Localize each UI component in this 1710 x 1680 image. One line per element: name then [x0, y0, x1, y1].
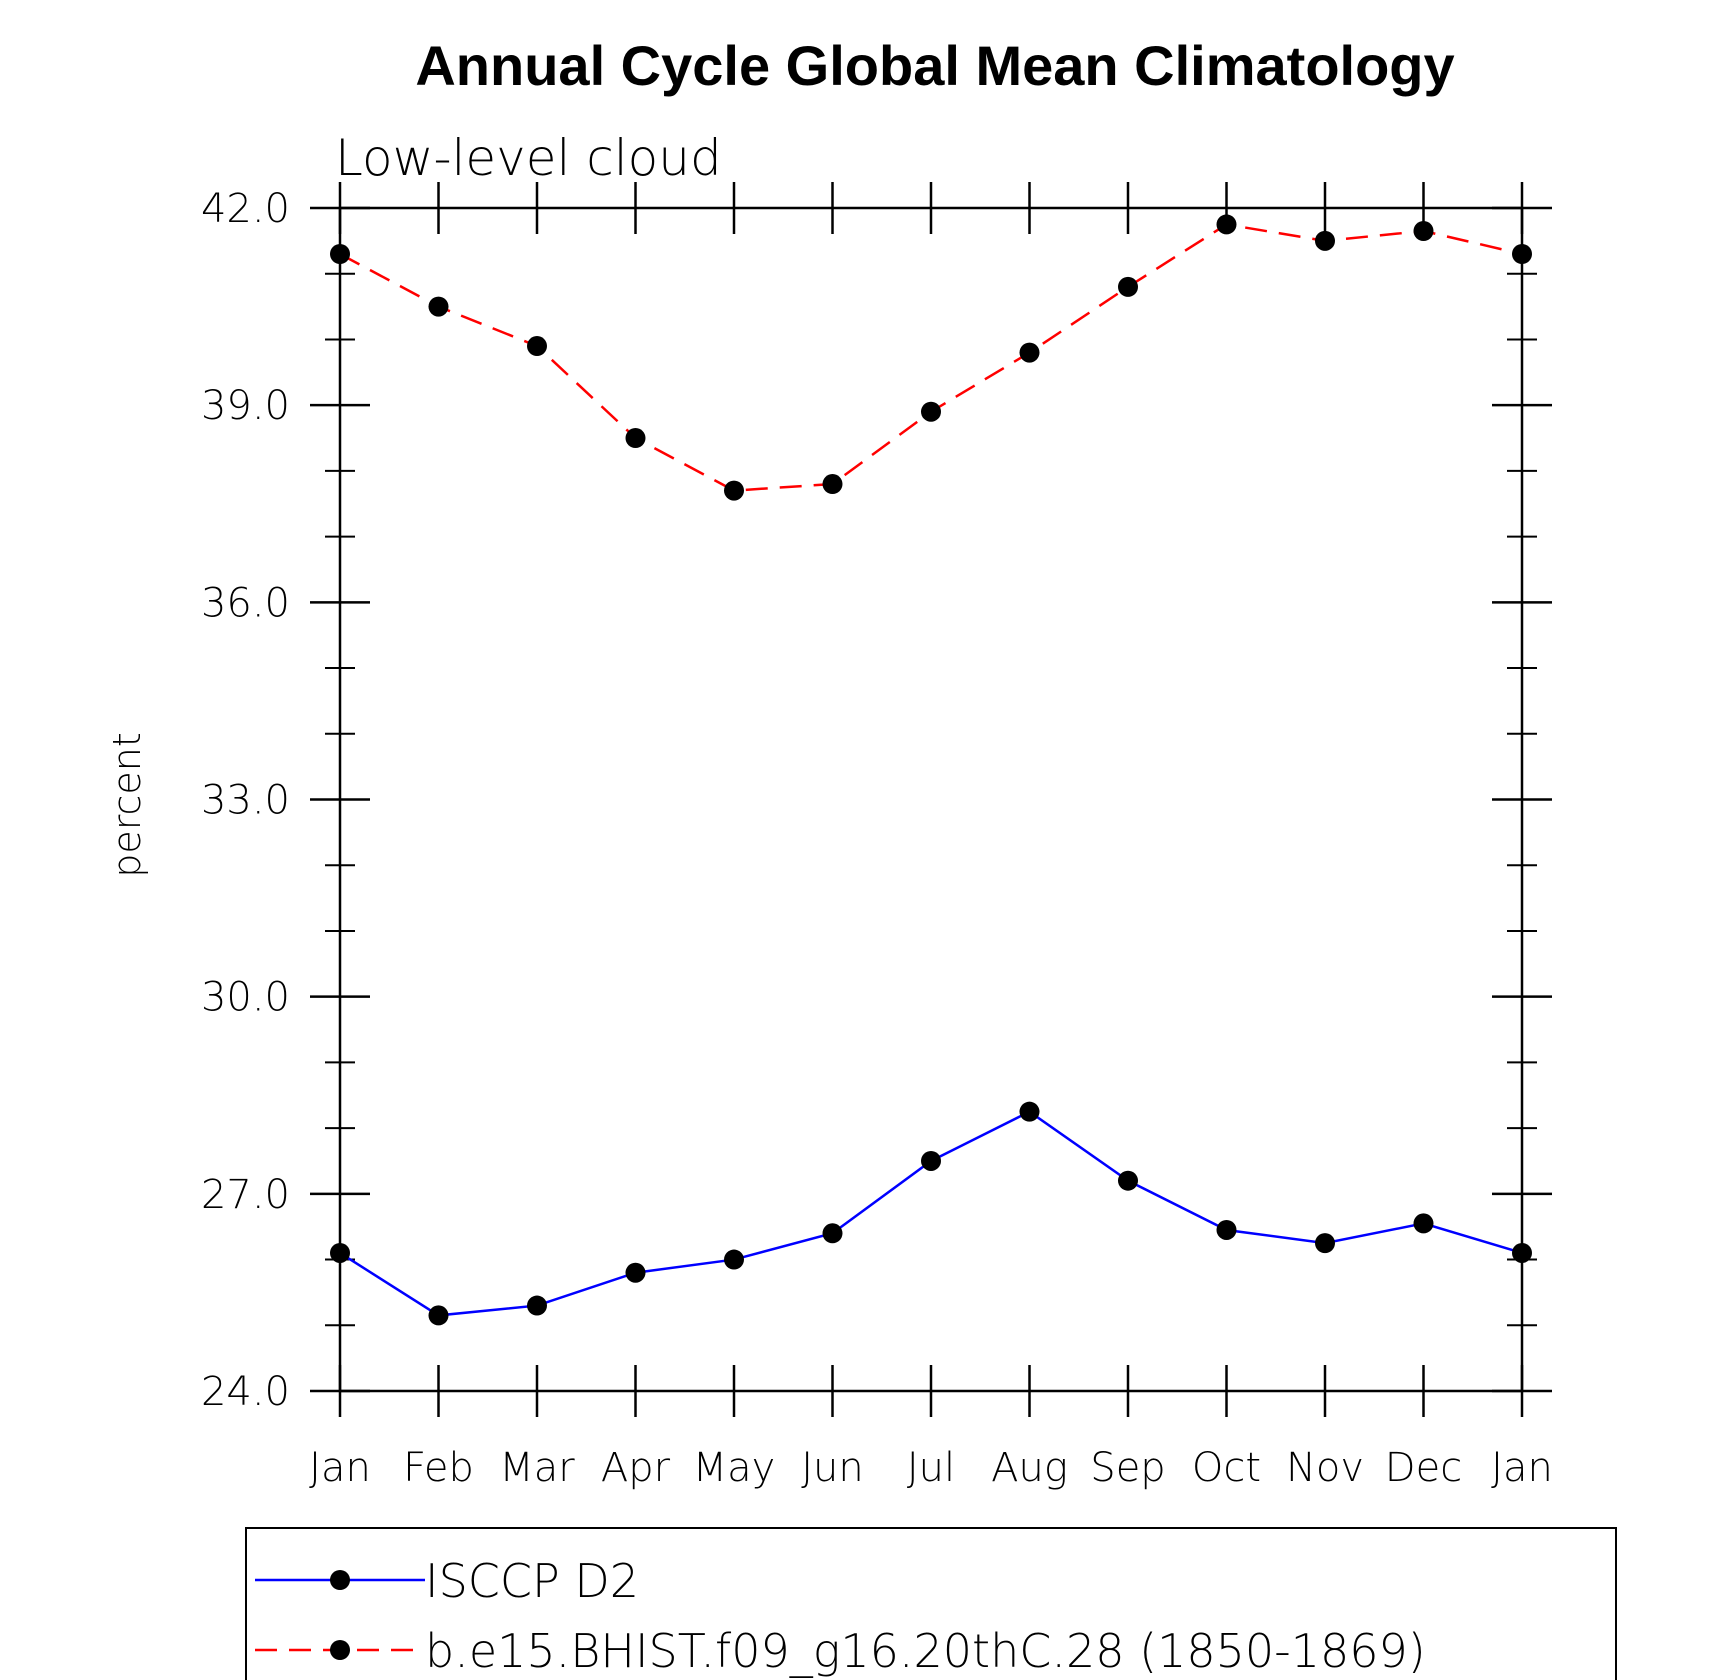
series-1-point: [921, 401, 941, 422]
series-1-point: [527, 336, 547, 357]
x-tick-label: May: [693, 1445, 776, 1491]
x-tick-label: Jul: [907, 1445, 955, 1491]
series-0-point: [1216, 1219, 1237, 1240]
series-0-point: [1315, 1233, 1335, 1254]
series-1-point: [330, 244, 350, 265]
series-0-point: [330, 1242, 350, 1263]
x-tick-label: Jan: [309, 1445, 371, 1491]
y-axis-label: percent: [105, 732, 149, 878]
series-0-point: [1413, 1213, 1434, 1234]
legend-label-0: ISCCP D2: [425, 1554, 639, 1608]
chart-title: Annual Cycle Global Mean Climatology: [415, 34, 1454, 97]
series-1-point: [1019, 342, 1040, 363]
x-tick-label: Sep: [1090, 1445, 1165, 1491]
legend-marker-0: [330, 1570, 350, 1590]
y-tick-label: 42.0: [201, 186, 290, 232]
series-0-point: [724, 1249, 744, 1270]
y-tick-label: 30.0: [201, 975, 290, 1021]
series-1-point: [1413, 221, 1434, 242]
x-tick-label: Oct: [1192, 1445, 1261, 1491]
y-tick-label: 27.0: [201, 1172, 290, 1218]
legend-marker-1: [330, 1640, 350, 1660]
x-tick-label: Mar: [499, 1445, 575, 1491]
series-1-point: [1315, 230, 1335, 251]
series-0-point: [1019, 1101, 1040, 1122]
x-tick-label: Jun: [801, 1445, 864, 1491]
series-0-point: [1118, 1170, 1138, 1191]
tick-labels: Jan Feb Mar Apr May Jun Jul Aug Sep Oct Nov Dec Jan 2…: [201, 186, 1553, 1491]
x-tick-label: Jan: [1491, 1445, 1553, 1491]
legend-label-1: b.e15.BHIST.f09_g16.20thC.28 (1850-1869): [425, 1624, 1426, 1678]
legend-box: [245, 1527, 1617, 1680]
chart-subtitle: Low-level cloud: [335, 129, 722, 187]
plot-frame: [338, 206, 1524, 1393]
series-0-point: [822, 1223, 843, 1244]
series-0-point: [1512, 1242, 1532, 1263]
legend: ISCCP D2 b.e15.BHIST.f09_g16.20thC.28 (18…: [245, 1527, 1617, 1680]
x-tick-label: Apr: [601, 1445, 671, 1491]
x-tick-label: Aug: [991, 1445, 1068, 1491]
axis-ticks: [310, 182, 1552, 1417]
legend-entries: ISCCP D2 b.e15.BHIST.f09_g16.20thC.28 (18…: [255, 1554, 1426, 1678]
y-tick-label: 39.0: [201, 383, 290, 429]
series-1-point: [428, 296, 449, 317]
x-tick-label: Feb: [403, 1445, 474, 1491]
y-tick-label: 24.0: [201, 1369, 290, 1415]
series-1-point: [724, 480, 744, 501]
series-0-point: [921, 1150, 941, 1171]
y-tick-label: 33.0: [201, 778, 290, 824]
y-tick-label: 36.0: [201, 580, 290, 626]
x-tick-label: Dec: [1385, 1445, 1462, 1491]
series-0-point: [527, 1295, 547, 1316]
x-tick-label: Nov: [1286, 1445, 1364, 1491]
series-0-point: [428, 1305, 449, 1326]
series-1-point: [1512, 244, 1532, 265]
series-1-point: [822, 474, 843, 495]
series-1-point: [1216, 214, 1237, 235]
series-line-0: [339, 1110, 1523, 1317]
series-1-point: [1118, 276, 1138, 297]
series-markers: [330, 214, 1532, 1326]
series-line-1: [339, 223, 1523, 492]
series-0-point: [625, 1262, 646, 1283]
series-1-point: [625, 428, 646, 449]
